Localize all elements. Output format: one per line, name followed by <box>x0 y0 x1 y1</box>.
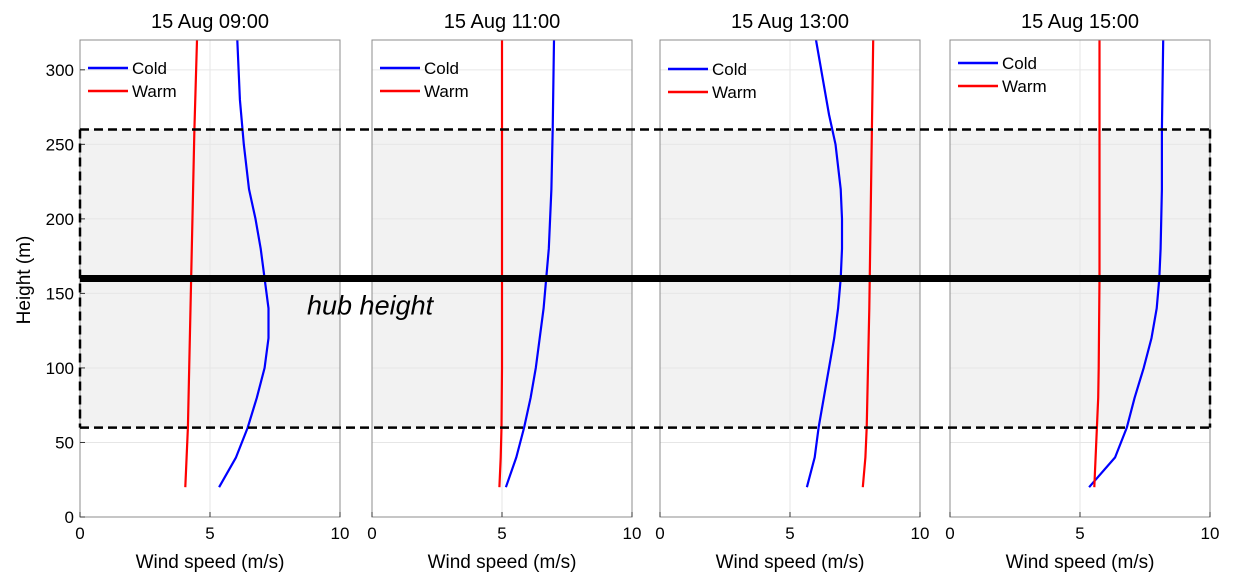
legend-label-cold: Cold <box>1002 54 1037 73</box>
legend-label-cold: Cold <box>424 59 459 78</box>
x-tick-label: 0 <box>367 524 376 543</box>
y-tick-label: 50 <box>55 433 74 452</box>
y-axis-label: Height (m) <box>14 236 35 325</box>
panel-title: 15 Aug 11:00 <box>444 11 560 33</box>
x-tick-label: 10 <box>911 524 930 543</box>
y-tick-label: 0 <box>65 508 74 527</box>
panel-title: 15 Aug 15:00 <box>1021 11 1139 33</box>
x-axis-label: Wind speed (m/s) <box>136 552 285 573</box>
y-tick-label: 300 <box>46 61 74 80</box>
legend-label-cold: Cold <box>132 59 167 78</box>
legend-label-warm: Warm <box>132 82 177 101</box>
legend-label-cold: Cold <box>712 60 747 79</box>
legend-label-warm: Warm <box>1002 77 1047 96</box>
x-axis-label: Wind speed (m/s) <box>428 552 577 573</box>
x-tick-label: 10 <box>623 524 642 543</box>
x-tick-label: 5 <box>497 524 506 543</box>
x-tick-label: 5 <box>785 524 794 543</box>
legend: Cold Warm <box>668 60 757 102</box>
x-tick-label: 0 <box>655 524 664 543</box>
x-tick-label: 5 <box>205 524 214 543</box>
y-tick-label: 100 <box>46 359 74 378</box>
x-axis-label: Wind speed (m/s) <box>1006 552 1155 573</box>
hub-height-label: hub height <box>307 291 435 321</box>
legend: Cold Warm <box>380 59 469 101</box>
series-line-warm <box>498 40 504 488</box>
series-line-cold <box>218 39 270 488</box>
overlay: hub height <box>78 128 1212 429</box>
series-line-cold <box>1088 39 1165 488</box>
series-line-warm <box>1093 40 1101 488</box>
y-tick-label: 200 <box>46 210 74 229</box>
panel-4: 0 5 10 15 Aug 15:00 Wind speed (m/s) Cold Warm <box>945 11 1219 573</box>
x-tick-label: 10 <box>331 524 350 543</box>
x-tick-label: 0 <box>945 524 954 543</box>
panel-title: 15 Aug 09:00 <box>151 11 269 33</box>
series-line-warm <box>861 39 875 488</box>
x-axis-label: Wind speed (m/s) <box>716 552 865 573</box>
legend: Cold Warm <box>88 59 177 101</box>
y-tick-label: 150 <box>46 284 74 303</box>
legend: Cold Warm <box>958 54 1047 96</box>
x-tick-label: 10 <box>1201 524 1220 543</box>
x-tick-label: 5 <box>1075 524 1084 543</box>
panel-title: 15 Aug 13:00 <box>731 11 849 33</box>
legend-label-warm: Warm <box>424 82 469 101</box>
legend-label-warm: Warm <box>712 83 757 102</box>
x-tick-label: 0 <box>75 524 84 543</box>
series-line-cold <box>504 39 556 488</box>
y-tick-label: 250 <box>46 135 74 154</box>
panel-3: 0 5 10 15 Aug 13:00 Wind speed (m/s) Cold Warm <box>655 11 929 573</box>
